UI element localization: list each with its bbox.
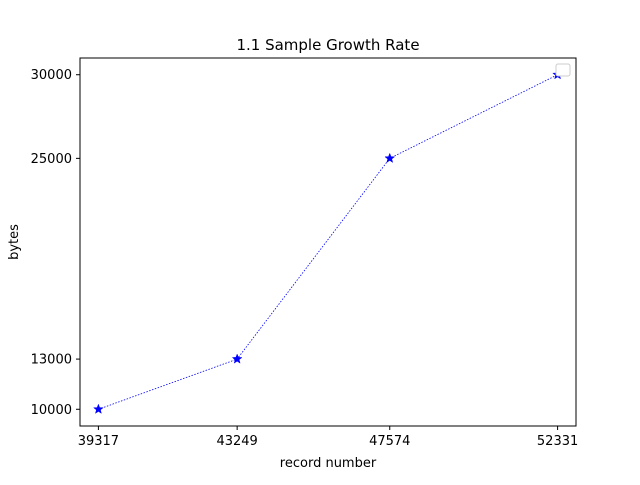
- series-line: [98, 74, 558, 410]
- legend: [555, 63, 571, 77]
- y-tick-label: 25000: [31, 152, 72, 167]
- y-tick-label: 30000: [31, 68, 72, 83]
- data-point-marker: [231, 353, 243, 364]
- x-tick-label: 43249: [216, 434, 257, 449]
- y-tick-label: 13000: [31, 353, 72, 368]
- axis-ticks: 39317 43249 47574 52331 10000 13000 25000 30000: [31, 68, 579, 449]
- plot-area: [80, 58, 576, 426]
- y-tick-label: 10000: [31, 403, 72, 418]
- plot-frame: [79, 57, 577, 427]
- legend-box: [555, 63, 571, 77]
- y-axis-label: bytes: [7, 224, 22, 260]
- x-tick-label: 52331: [537, 434, 578, 449]
- chart-title: 1.1 Sample Growth Rate: [236, 36, 419, 54]
- x-tick-label: 47574: [369, 434, 410, 449]
- x-axis-label: record number: [280, 456, 377, 471]
- data-point-marker: [92, 403, 104, 414]
- data-point-marker: [384, 152, 396, 163]
- x-tick-label: 39317: [78, 434, 119, 449]
